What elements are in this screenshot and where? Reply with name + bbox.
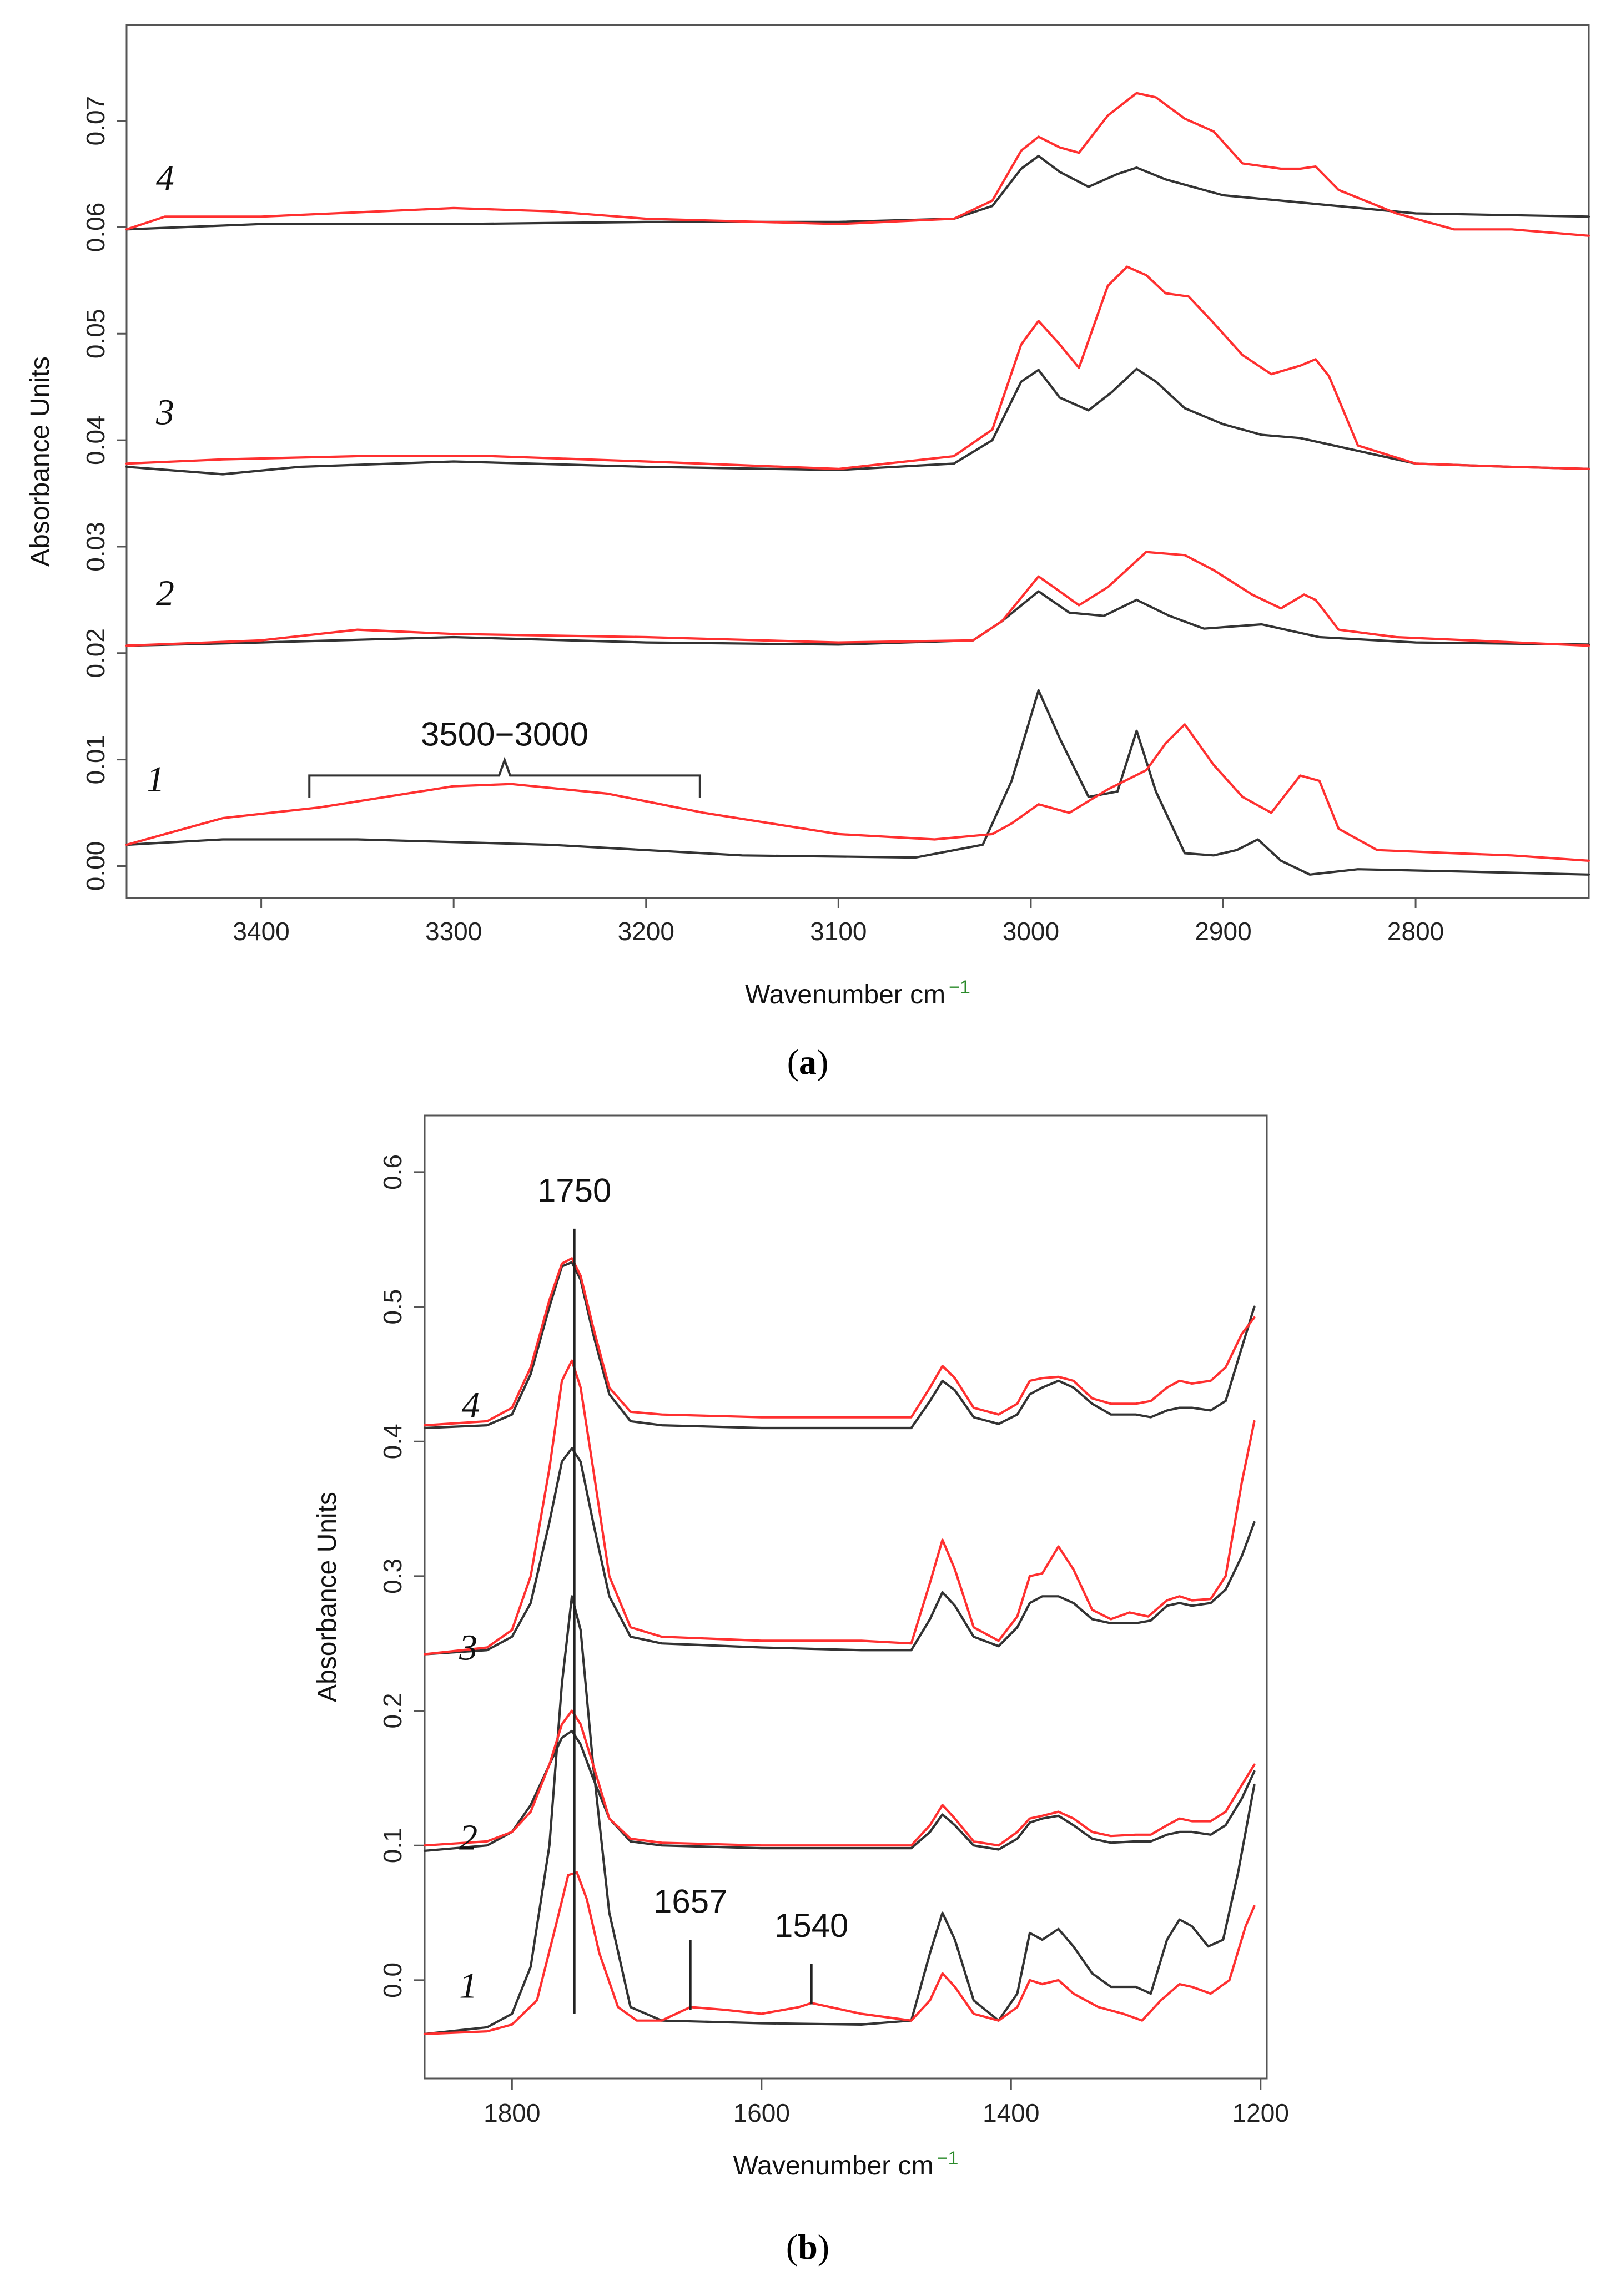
- series-line-1-black: [423, 1595, 1256, 2035]
- range-bracket-label: 3500−3000: [421, 715, 588, 753]
- caption-letter: b: [798, 2227, 818, 2267]
- x-tick-label: 3300: [425, 917, 482, 946]
- series-line-1-red: [423, 1871, 1256, 2035]
- caption-letter: a: [799, 1042, 817, 1082]
- caption-close-paren: ): [818, 2227, 829, 2267]
- y-tick-label: 0.2: [378, 1693, 407, 1729]
- x-tick-label: 2800: [1387, 917, 1444, 946]
- y-tick-label: 0.03: [81, 522, 110, 572]
- caption-open-paren: (: [787, 1042, 799, 1082]
- x-tick-label: 3000: [1003, 917, 1059, 946]
- curve-label-2: 2: [156, 573, 174, 613]
- y-tick-label: 0.01: [81, 735, 110, 785]
- series-line-1-red: [125, 723, 1590, 862]
- series-line-2-black: [423, 1729, 1256, 1852]
- series-line-1-black: [125, 689, 1590, 876]
- panel-caption-b: (b): [786, 2227, 829, 2267]
- x-tick-label: 3200: [618, 917, 674, 946]
- y-tick-label: 0.05: [81, 309, 110, 359]
- series-line-4-red: [423, 1257, 1256, 1427]
- series-line-2-red: [125, 551, 1590, 647]
- x-tick-label: 1200: [1232, 2098, 1289, 2127]
- y-tick-label: 0.1: [378, 1828, 407, 1863]
- y-tick-label: 0.04: [81, 415, 110, 465]
- y-tick-label: 0.02: [81, 628, 110, 678]
- y-tick-label: 0.06: [81, 203, 110, 253]
- x-axis-label-superscript: −1: [937, 2148, 959, 2169]
- x-tick-label: 1400: [983, 2098, 1039, 2127]
- series-line-4-red: [125, 92, 1590, 237]
- peak-marker-label: 1750: [537, 1172, 611, 1209]
- curve-label-3: 3: [459, 1627, 477, 1668]
- x-tick-label: 3400: [233, 917, 289, 946]
- x-axis-label-superscript: −1: [949, 977, 970, 998]
- curve-label-4: 4: [156, 158, 174, 198]
- x-axis-label: Wavenumber cm −1: [745, 977, 970, 1010]
- series-line-3-black: [423, 1447, 1256, 1656]
- peak-marker-label: 1540: [774, 1907, 848, 1944]
- series-line-2-red: [423, 1709, 1256, 1847]
- y-tick-label: 0.5: [378, 1289, 407, 1325]
- series-line-3-black: [125, 367, 1590, 476]
- x-axis-label-text: Wavenumber cm: [745, 980, 945, 1010]
- panel-b-chart: 1800 1600 1400 1200 0.0 0.1 0.2 0.3 0.4 0.5 0.6 Abs…: [313, 1114, 1289, 2267]
- y-axis-label: Absorbance Units: [313, 1492, 342, 1702]
- series-line-4-black: [423, 1261, 1256, 1430]
- plot-frame: [125, 24, 1590, 899]
- curve-label-4: 4: [462, 1385, 480, 1426]
- series-line-4-black: [125, 154, 1590, 231]
- panel-a-chart: 3400 3300 3200 3100 3000 2900 2800 0.00 0.01 0.02…: [26, 24, 1590, 1082]
- x-tick-label: 2900: [1195, 917, 1251, 946]
- y-tick-label: 0.4: [378, 1424, 407, 1459]
- curve-label-1: 1: [146, 759, 164, 800]
- curve-label-2: 2: [459, 1817, 477, 1858]
- caption-close-paren: ): [817, 1042, 828, 1082]
- range-bracket: [308, 756, 701, 798]
- curve-label-3: 3: [155, 392, 174, 432]
- plot-frame: [424, 1114, 1268, 2080]
- x-axis-label: Wavenumber cm −1: [733, 2148, 959, 2181]
- x-axis-label-text: Wavenumber cm: [733, 2151, 934, 2181]
- x-tick-label: 1600: [733, 2098, 790, 2127]
- caption-open-paren: (: [786, 2227, 798, 2267]
- panel-caption-a: (a): [787, 1042, 829, 1082]
- y-tick-label: 0.0: [378, 1962, 407, 1998]
- series-line-3-red: [125, 265, 1590, 470]
- peak-marker-label: 1657: [653, 1883, 727, 1920]
- curve-label-1: 1: [459, 1965, 477, 2006]
- series-line-2-black: [125, 590, 1590, 647]
- y-axis-label: Absorbance Units: [26, 356, 55, 567]
- y-tick-label: 0.3: [378, 1558, 407, 1594]
- y-tick-label: 0.6: [378, 1154, 407, 1190]
- x-tick-label: 3100: [810, 917, 867, 946]
- y-tick-label: 0.07: [81, 96, 110, 146]
- series-line-3-red: [423, 1359, 1256, 1656]
- x-tick-label: 1800: [484, 2098, 540, 2127]
- y-tick-label: 0.00: [81, 841, 110, 891]
